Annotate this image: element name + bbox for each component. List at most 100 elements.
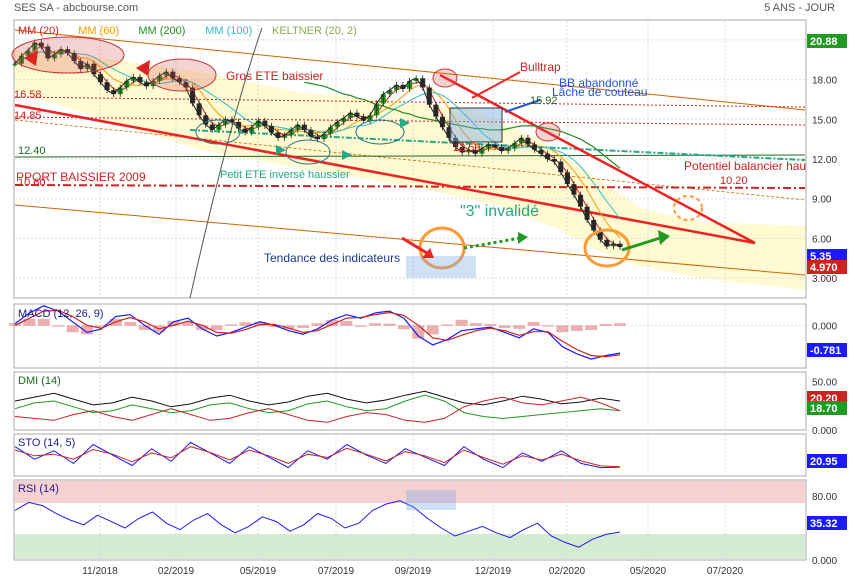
dmi-badge-2-bg [807, 401, 847, 415]
rsi-line [14, 500, 621, 548]
rsi-overbought-zone [15, 481, 805, 503]
period-label: 5 ANS - JOUR [764, 2, 835, 14]
macd-histogram-bar [325, 319, 338, 326]
rsi-badge: 35.32 [807, 516, 847, 530]
y-tick-label: 15.00 [812, 115, 837, 126]
macd-histogram-bar [556, 325, 569, 333]
macd-histogram-bar [340, 321, 353, 326]
green-arrowhead-1 [518, 232, 528, 244]
y-tick-label: 18.00 [812, 76, 837, 87]
macd-histogram-bar [253, 321, 266, 326]
macd-histogram-bar [585, 325, 598, 331]
legend-entry: MM (100) [205, 25, 252, 37]
channel-upper [14, 29, 806, 111]
macd-histogram-bar [282, 325, 295, 329]
mm60-line [14, 49, 621, 239]
level-label: 12.59 [453, 142, 481, 154]
macd-histogram-bar [52, 325, 65, 327]
dmi-panel [13, 371, 807, 431]
x-tick-label: 05/2019 [240, 566, 277, 577]
annotation-text: Tendance des indicateurs [264, 251, 400, 265]
green-arrowhead-2 [658, 230, 670, 245]
macd-histogram-bar [9, 323, 21, 326]
macd-histogram-bar [297, 325, 310, 328]
level-label: 12.40 [18, 145, 46, 157]
y-tick-label: 3.000 [812, 274, 837, 285]
annotation-text: Lâche de couteau [552, 85, 647, 99]
blue-arrow [504, 99, 541, 113]
macd-histogram-bar [599, 324, 612, 326]
macd-histogram-bar [354, 325, 367, 327]
chart-title: SES SA - abcbourse.com [14, 2, 139, 14]
price-last-badge-bg [807, 249, 847, 263]
x-tick-label: 02/2020 [549, 566, 586, 577]
rsi-oversold-zone [15, 534, 805, 559]
price-under-badge: 4.970 [807, 260, 847, 274]
top-ellipse-3 [432, 68, 458, 88]
macd-histogram-bar [369, 323, 382, 326]
red-arrowhead-3 [24, 50, 38, 66]
shoulder-ellipse-3 [355, 119, 405, 145]
shoulder-ellipse-2 [285, 139, 331, 165]
red-arrowhead-1 [422, 248, 434, 258]
macd-panel [13, 303, 807, 369]
x-tick-label: 07/2019 [318, 566, 355, 577]
dmi-badge-2-text: 18.70 [810, 403, 838, 415]
legend-entry: MM (60) [78, 25, 119, 37]
blue-box-1 [406, 256, 476, 278]
support-2009-line [14, 184, 806, 189]
rsi-badge-text: 35.32 [810, 518, 838, 530]
red-arrowhead-2 [136, 60, 150, 76]
teal-marker-1 [276, 145, 286, 155]
macd-histogram-bar [426, 325, 439, 335]
level-label: 10.60 [18, 177, 46, 189]
macd-histogram-bar [527, 321, 540, 326]
level-label: 15.92 [530, 95, 558, 107]
mm100-line [14, 51, 621, 219]
sto-d-line [14, 446, 621, 468]
rsi-title: RSI (14) [18, 483, 59, 495]
macd-histogram-bar [138, 325, 151, 331]
annotation-text: BB abandonné [559, 76, 639, 90]
level-label: 16.58 [14, 89, 42, 101]
macd-histogram-bar [167, 321, 180, 326]
macd-histogram-bar [239, 322, 252, 326]
legend-entry: KELTNER (20, 2) [272, 25, 357, 37]
x-tick-label: 05/2020 [630, 566, 667, 577]
macd-histogram-bar [614, 323, 626, 326]
macd-histogram-bar [469, 323, 482, 326]
macd-histogram-bar [268, 325, 281, 328]
blue-box-2 [449, 107, 503, 143]
legend-entry: MM (200) [138, 25, 185, 37]
macd-histogram-bar [498, 325, 511, 328]
sto-title: STO (14, 5) [18, 437, 75, 449]
macd-histogram-bar [441, 324, 454, 326]
red-trend-1 [14, 103, 756, 245]
macd-histogram-bar [95, 325, 108, 327]
annotation-text: Gros ETE baissier [226, 69, 323, 83]
price-top-badge-text: 20.88 [810, 36, 838, 48]
macd-histogram-bar [225, 324, 238, 326]
y-tick-label: 9.00 [812, 195, 832, 206]
long-arc [189, 27, 263, 299]
teal-marker-2 [342, 150, 352, 160]
level-label: 10.20 [720, 175, 748, 187]
macd-histogram-bar [513, 325, 526, 329]
rsi-y-tick: 0.000 [812, 556, 837, 567]
macd-badge-text: -0.781 [810, 345, 841, 357]
x-tick-label: 11/2018 [82, 566, 118, 577]
dmi-plus-line [14, 394, 621, 419]
annotation-text: Petit ETE inversé haussier [220, 169, 350, 181]
teal-marker-3 [400, 118, 410, 128]
sto-badge-bg [807, 454, 847, 468]
macd-histogram-bar [484, 324, 497, 326]
price-top-badge-bg [807, 34, 847, 48]
top-ellipse-2 [147, 58, 217, 92]
top-ellipse-1 [11, 36, 125, 74]
macd-badge-bg [807, 343, 847, 357]
rsi-blue-box [406, 490, 456, 510]
dmi-badge-2: 18.70 [807, 401, 847, 415]
y-tick-label: 6.00 [812, 234, 832, 245]
annotation-text: "3" invalidé [460, 203, 539, 220]
